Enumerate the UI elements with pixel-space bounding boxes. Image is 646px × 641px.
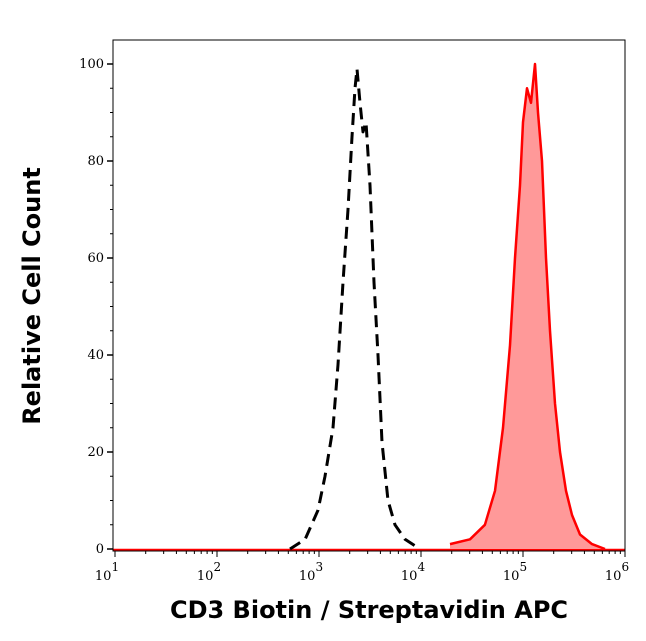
y-tick-label: 20 [87, 445, 104, 460]
y-tick-label: 60 [87, 251, 104, 266]
y-axis: 0 20 40 60 80 100 [79, 57, 113, 557]
y-tick-label: 0 [96, 542, 104, 557]
x-tick-label: 105 [503, 560, 527, 584]
x-axis-title: CD3 Biotin / Streptavidin APC [170, 596, 568, 624]
y-tick-label: 40 [87, 348, 104, 363]
series-0-line [289, 67, 421, 551]
x-axis: 101 102 103 104 105 106 [95, 551, 629, 584]
x-tick-label: 104 [401, 560, 426, 584]
y-axis-title: Relative Cell Count [18, 167, 46, 425]
x-tick-label: 102 [197, 560, 221, 584]
x-tick-label: 103 [299, 560, 323, 584]
series-1-fill [450, 64, 605, 549]
y-tick-label: 100 [79, 57, 104, 72]
x-tick-label: 106 [605, 560, 629, 584]
x-tick-label: 101 [95, 560, 119, 584]
plot-frame [112, 39, 626, 552]
plot-series [113, 62, 625, 552]
series-1-line [449, 62, 606, 551]
y-tick-label: 80 [87, 154, 104, 169]
